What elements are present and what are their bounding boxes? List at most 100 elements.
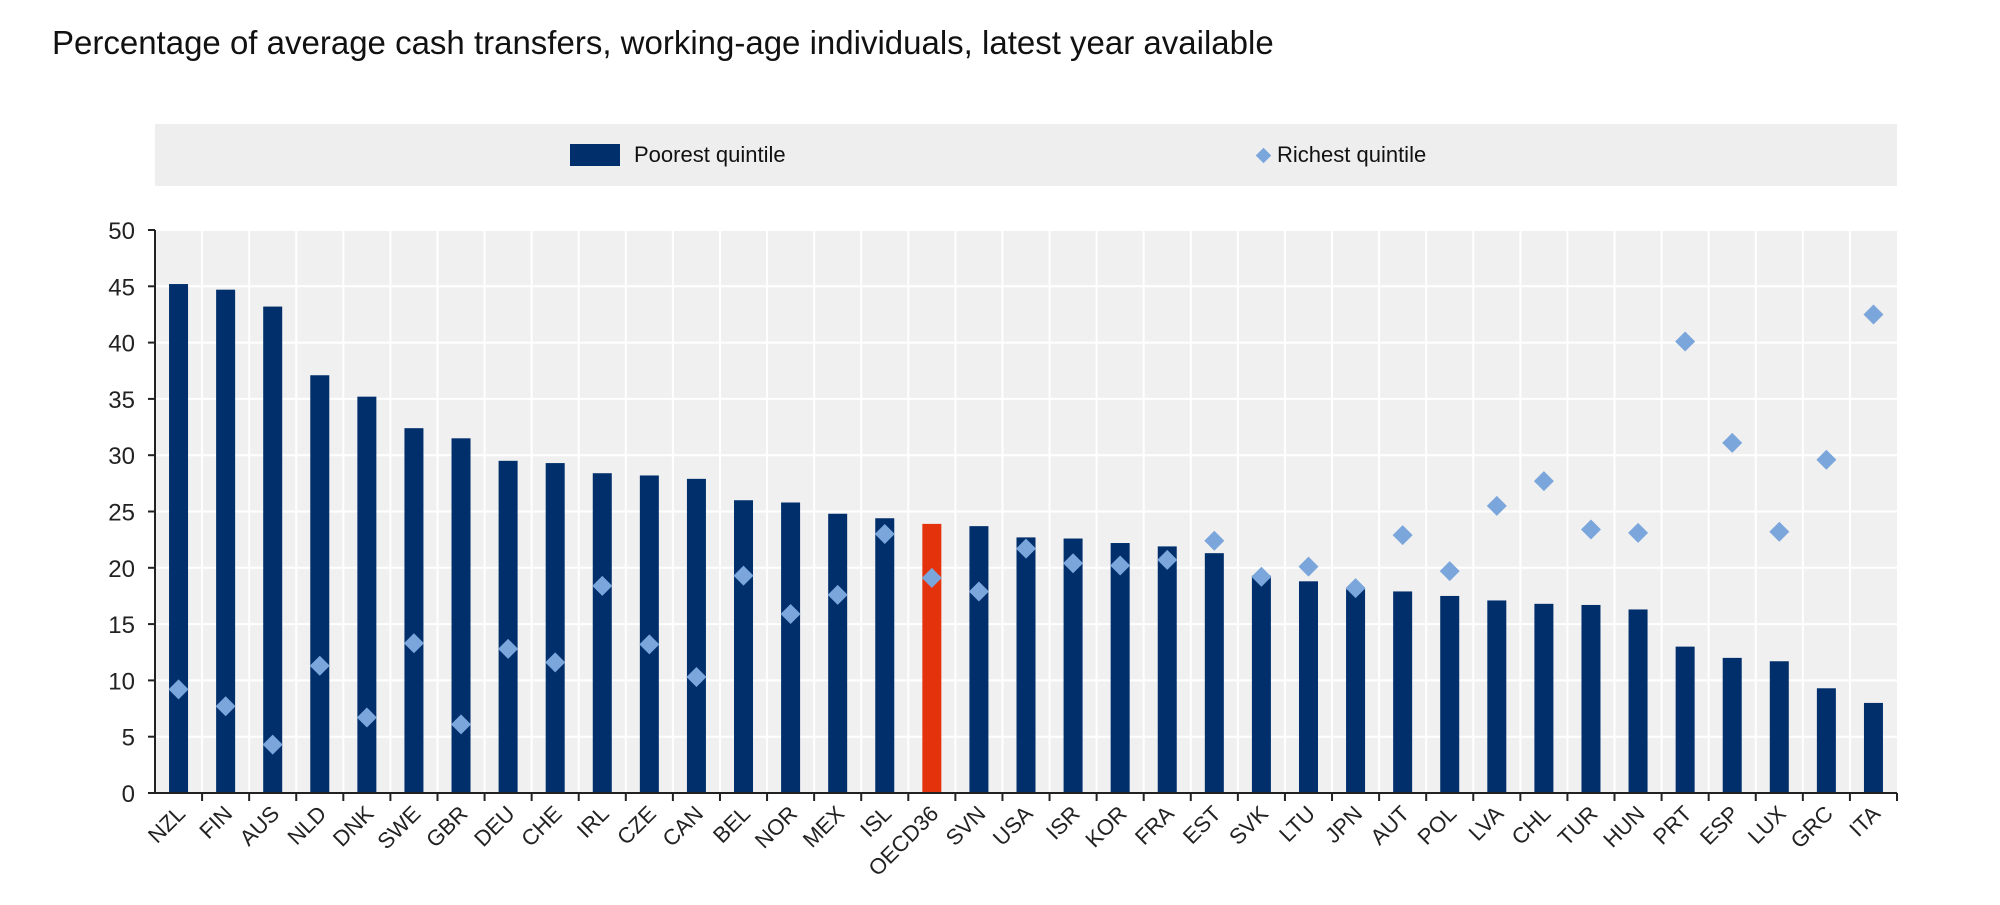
diamond-FRA xyxy=(1157,549,1178,570)
y-tick-label: 30 xyxy=(108,443,135,470)
bar-NZL xyxy=(169,284,189,793)
y-tick-label: 0 xyxy=(122,781,135,808)
bar-NLD xyxy=(310,375,330,793)
x-tick-label: IRL xyxy=(572,801,614,843)
bar-LUX xyxy=(1769,661,1789,793)
diamond-EST xyxy=(1204,530,1225,551)
diamond-ITA xyxy=(1863,304,1884,325)
x-tick-label: SVN xyxy=(941,801,991,851)
x-tick-label: GBR xyxy=(421,801,472,852)
diamond-OECD36 xyxy=(921,567,942,588)
bar-NOR xyxy=(781,502,801,793)
x-tick-label: LVA xyxy=(1464,801,1509,846)
x-tick-label: AUS xyxy=(235,801,285,851)
x-tick-label: ESP xyxy=(1695,801,1744,850)
bar-OECD36 xyxy=(922,523,942,793)
bar-AUT xyxy=(1393,591,1413,793)
bar-PRT xyxy=(1675,646,1695,793)
bar-JPN xyxy=(1346,589,1366,793)
y-tick-label: 25 xyxy=(108,500,135,527)
bar-GRC xyxy=(1816,688,1836,793)
diamond-NLD xyxy=(309,655,330,676)
diamond-ISL xyxy=(874,524,895,545)
bar-KOR xyxy=(1110,543,1130,793)
diamond-CAN xyxy=(686,667,707,688)
x-tick-label: DNK xyxy=(328,801,379,852)
x-tick-label: AUT xyxy=(1365,801,1414,850)
bar-CHL xyxy=(1534,603,1554,793)
diamond-CZE xyxy=(639,634,660,655)
x-tick-label: CHE xyxy=(516,801,567,852)
x-tick-label: NLD xyxy=(283,801,332,850)
y-tick-label: 10 xyxy=(108,668,135,695)
chart-title: Percentage of average cash transfers, wo… xyxy=(52,24,1274,61)
x-tick-label: HUN xyxy=(1598,801,1649,852)
y-tick-label: 15 xyxy=(108,612,135,639)
x-tick-label: ITA xyxy=(1844,801,1885,842)
y-tick-label: 35 xyxy=(108,387,135,414)
legend: Poorest quintile Richest quintile xyxy=(155,124,1897,186)
y-tick-label: 5 xyxy=(122,725,135,752)
diamond-AUS xyxy=(262,734,283,755)
x-tick-label: MEX xyxy=(798,801,850,853)
legend-item-richest: Richest quintile xyxy=(1255,124,1426,186)
diamond-DNK xyxy=(356,707,377,728)
diamond-PRT xyxy=(1675,331,1696,352)
diamond-SWE xyxy=(403,633,424,654)
bar-SWE xyxy=(404,428,424,793)
diamond-AUT xyxy=(1392,525,1413,546)
x-tick-label: EST xyxy=(1178,801,1226,849)
bar-FIN xyxy=(216,289,236,793)
y-tick-label: 50 xyxy=(108,218,135,245)
y-tick-label: 20 xyxy=(108,556,135,583)
diamond-KOR xyxy=(1110,555,1131,576)
diamond-SVN xyxy=(968,581,989,602)
x-tick-label: TUR xyxy=(1553,801,1603,851)
x-tick-label: FIN xyxy=(194,801,237,844)
diamond-USA xyxy=(1016,538,1036,559)
x-tick-label: SVK xyxy=(1224,801,1273,850)
bar-LTU xyxy=(1298,581,1318,793)
diamond-GBR xyxy=(451,714,472,735)
bar-BEL xyxy=(734,500,754,793)
bar-GBR xyxy=(451,438,471,793)
diamond-MEX xyxy=(827,584,848,605)
bar-LVA xyxy=(1487,600,1507,793)
bar-SVK xyxy=(1251,575,1271,793)
x-tick-label: CAN xyxy=(657,801,708,852)
bar-CAN xyxy=(686,478,706,793)
x-tick-label: DEU xyxy=(469,801,520,852)
legend-swatch-bar xyxy=(570,144,620,166)
x-tick-label: ISR xyxy=(1041,801,1085,845)
x-tick-label: LTU xyxy=(1274,801,1320,847)
diamond-CHL xyxy=(1533,471,1554,492)
bar-EST xyxy=(1204,553,1224,793)
bar-ISL xyxy=(875,518,895,793)
x-tick-label: SWE xyxy=(372,801,425,854)
bar-CHE xyxy=(545,463,565,793)
diamond-BEL xyxy=(733,565,754,586)
x-tick-label: PRT xyxy=(1648,801,1697,850)
diamond-HUN xyxy=(1628,522,1649,543)
bar-IRL xyxy=(592,473,612,793)
bar-AUS xyxy=(263,306,283,793)
x-tick-label: KOR xyxy=(1080,801,1131,852)
y-tick-label: 40 xyxy=(108,331,135,358)
bar-DEU xyxy=(498,460,518,793)
bar-ESP xyxy=(1722,657,1742,793)
diamond-ESP xyxy=(1722,432,1743,453)
x-tick-label: FRA xyxy=(1130,801,1179,850)
diamond-ISR xyxy=(1063,553,1084,574)
diamond-TUR xyxy=(1580,519,1601,540)
bar-ITA xyxy=(1863,702,1883,793)
x-tick-label: BEL xyxy=(708,801,755,848)
x-tick-label: CZE xyxy=(612,801,661,850)
legend-item-poorest: Poorest quintile xyxy=(570,124,786,186)
bar-DNK xyxy=(357,396,377,793)
bar-ISR xyxy=(1063,538,1083,793)
diamond-LUX xyxy=(1769,521,1790,542)
x-tick-label: JPN xyxy=(1320,801,1367,848)
diamond-CHE xyxy=(545,652,566,673)
x-tick-label: LUX xyxy=(1743,801,1791,849)
